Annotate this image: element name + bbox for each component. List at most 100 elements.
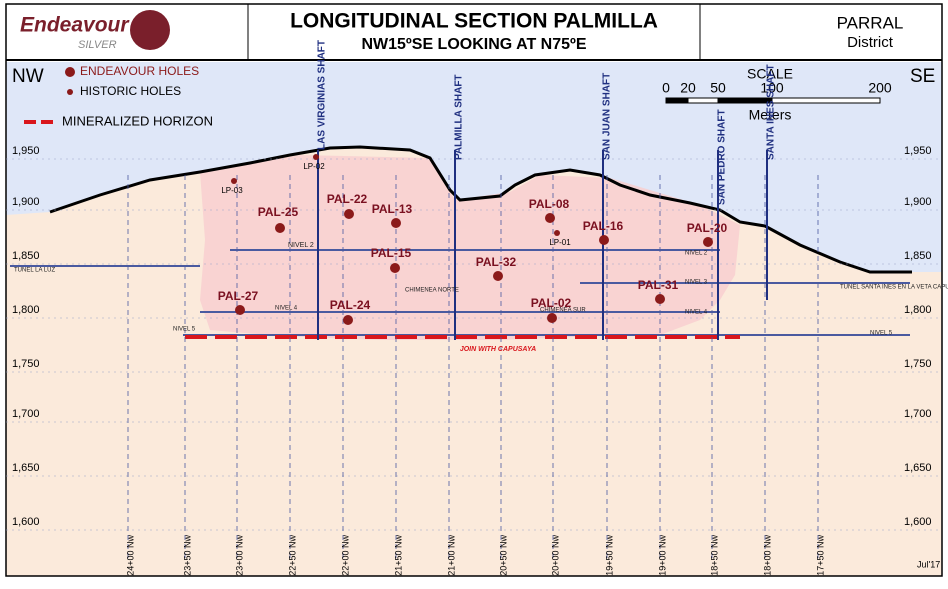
section-label: 21+00 Nw xyxy=(446,535,456,576)
section-label: 24+00 Nw xyxy=(125,535,135,576)
endeavour-hole xyxy=(545,213,555,223)
logo-mark xyxy=(130,10,170,50)
hole-label: PAL-08 xyxy=(529,197,570,211)
section-label: 20+00 Nw xyxy=(550,535,560,576)
legend-label: ENDEAVOUR HOLES xyxy=(80,64,199,78)
shaft-label: PALMILLA SHAFT xyxy=(454,74,465,160)
hole-label: PAL-13 xyxy=(372,202,413,216)
topography xyxy=(49,145,912,274)
endeavour-hole xyxy=(493,271,503,281)
hole-label: PAL-20 xyxy=(687,221,728,235)
legend-label: HISTORIC HOLES xyxy=(80,84,181,98)
section-label: 23+50 Nw xyxy=(182,535,192,576)
scale-tick-label: 20 xyxy=(680,80,696,96)
frame xyxy=(5,3,943,577)
scale-tick-label: 200 xyxy=(868,80,892,96)
hole-label: LP-01 xyxy=(549,238,571,247)
endeavour-hole xyxy=(703,237,713,247)
elevation-label: 1,700 xyxy=(12,408,40,420)
shaft-label: SAN PEDRO SHAFT xyxy=(717,109,728,205)
endeavour-hole xyxy=(235,305,245,315)
subtitle: NW15ºSE LOOKING AT N75ºE xyxy=(361,36,586,53)
annotation: NIVEL 2 xyxy=(685,251,708,257)
elevation-label: 1,900 xyxy=(904,196,932,208)
hole-label: PAL-02 xyxy=(531,296,572,310)
scale-segment xyxy=(687,97,719,104)
hole-label: PAL-22 xyxy=(327,192,368,206)
scale-title: SCALE xyxy=(747,66,793,82)
hole-label: PAL-16 xyxy=(583,219,624,233)
hole-label: PAL-24 xyxy=(330,298,371,312)
hole-label: PAL-32 xyxy=(476,255,517,269)
annotation: NIVEL 5 xyxy=(870,331,893,337)
section-label: 22+00 Nw xyxy=(340,535,350,576)
elevation-label: 1,750 xyxy=(904,358,932,370)
endeavour-hole xyxy=(390,263,400,273)
endeavour-hole xyxy=(655,294,665,304)
company-sub: SILVER xyxy=(78,39,117,51)
mineralized-zone xyxy=(200,155,740,340)
section-label: 23+00 Nw xyxy=(234,535,244,576)
section-label: 21+50 Nw xyxy=(393,535,403,576)
direction: NW xyxy=(12,66,44,87)
hole-label: PAL-25 xyxy=(258,205,299,219)
endeavour-hole xyxy=(547,313,557,323)
section-label: 18+50 Nw xyxy=(709,535,719,576)
direction: SE xyxy=(910,66,935,87)
scale-tick-label: 100 xyxy=(760,80,784,96)
hole-label: PAL-31 xyxy=(638,278,679,292)
elevation-label: 1,850 xyxy=(904,250,932,262)
scale-unit: Meters xyxy=(749,107,792,123)
endeavour-hole xyxy=(343,315,353,325)
annotation: TUNEL SANTA INES EN LA VETA CAPUZAYA xyxy=(840,285,948,291)
hole-label: LP-03 xyxy=(221,186,243,195)
elevation-label: 1,600 xyxy=(904,516,932,528)
elevation-label: 1,800 xyxy=(12,304,40,316)
elevation-label: 1,950 xyxy=(12,145,40,157)
historic-hole xyxy=(313,154,319,160)
scale-tick-label: 50 xyxy=(710,80,726,96)
annotation: NIVEL 3 xyxy=(685,280,708,286)
region-sub: District xyxy=(847,34,894,51)
shaft-label: SAN JUAN SHAFT xyxy=(602,73,613,160)
legend-symbol xyxy=(65,67,75,77)
region: PARRAL xyxy=(837,13,904,32)
elevation-label: 1,750 xyxy=(12,358,40,370)
elevation-label: 1,650 xyxy=(12,462,40,474)
endeavour-hole xyxy=(599,235,609,245)
historic-hole xyxy=(554,230,560,236)
annotation: CHIMENEA SUR xyxy=(540,308,586,314)
scale-segment xyxy=(717,97,773,104)
annotation: JOIN WITH CAPUSAYA xyxy=(460,346,536,353)
hole-label: LP-02 xyxy=(303,162,325,171)
scale-segment xyxy=(665,97,689,104)
title: LONGITUDINAL SECTION PALMILLA xyxy=(290,10,658,33)
elevation-label: 1,950 xyxy=(904,145,932,157)
historic-hole xyxy=(231,178,237,184)
annotation: CHIMENEA NORTE xyxy=(405,288,459,294)
scale-segment xyxy=(771,97,881,104)
elevation-label: 1,900 xyxy=(12,196,40,208)
annotation: TUNEL LA LUZ xyxy=(14,268,55,274)
legend-label: MINERALIZED HORIZON xyxy=(62,113,213,128)
section-label: 17+50 Nw xyxy=(815,535,825,576)
endeavour-hole xyxy=(391,218,401,228)
hole-label: PAL-15 xyxy=(371,246,412,260)
elevation-label: 1,850 xyxy=(12,250,40,262)
annotation: NIVEL 5 xyxy=(173,327,196,333)
section-label: 20+50 Nw xyxy=(498,535,508,576)
legend-symbol xyxy=(67,89,73,95)
hole-label: PAL-27 xyxy=(218,289,259,303)
elevation-label: 1,650 xyxy=(904,462,932,474)
annotation: NIVEL 2 xyxy=(288,242,314,249)
elevation-label: 1,700 xyxy=(904,408,932,420)
date: Jul'17 xyxy=(917,559,940,569)
annotation: NIVEL 4 xyxy=(685,310,708,316)
elevation-label: 1,800 xyxy=(904,304,932,316)
shaft-label: SANTA INES SHAFT xyxy=(766,64,777,160)
company: Endeavour xyxy=(20,14,130,37)
scale-tick-label: 0 xyxy=(662,80,670,96)
elevation-label: 1,600 xyxy=(12,516,40,528)
section-label: 19+00 Nw xyxy=(657,535,667,576)
